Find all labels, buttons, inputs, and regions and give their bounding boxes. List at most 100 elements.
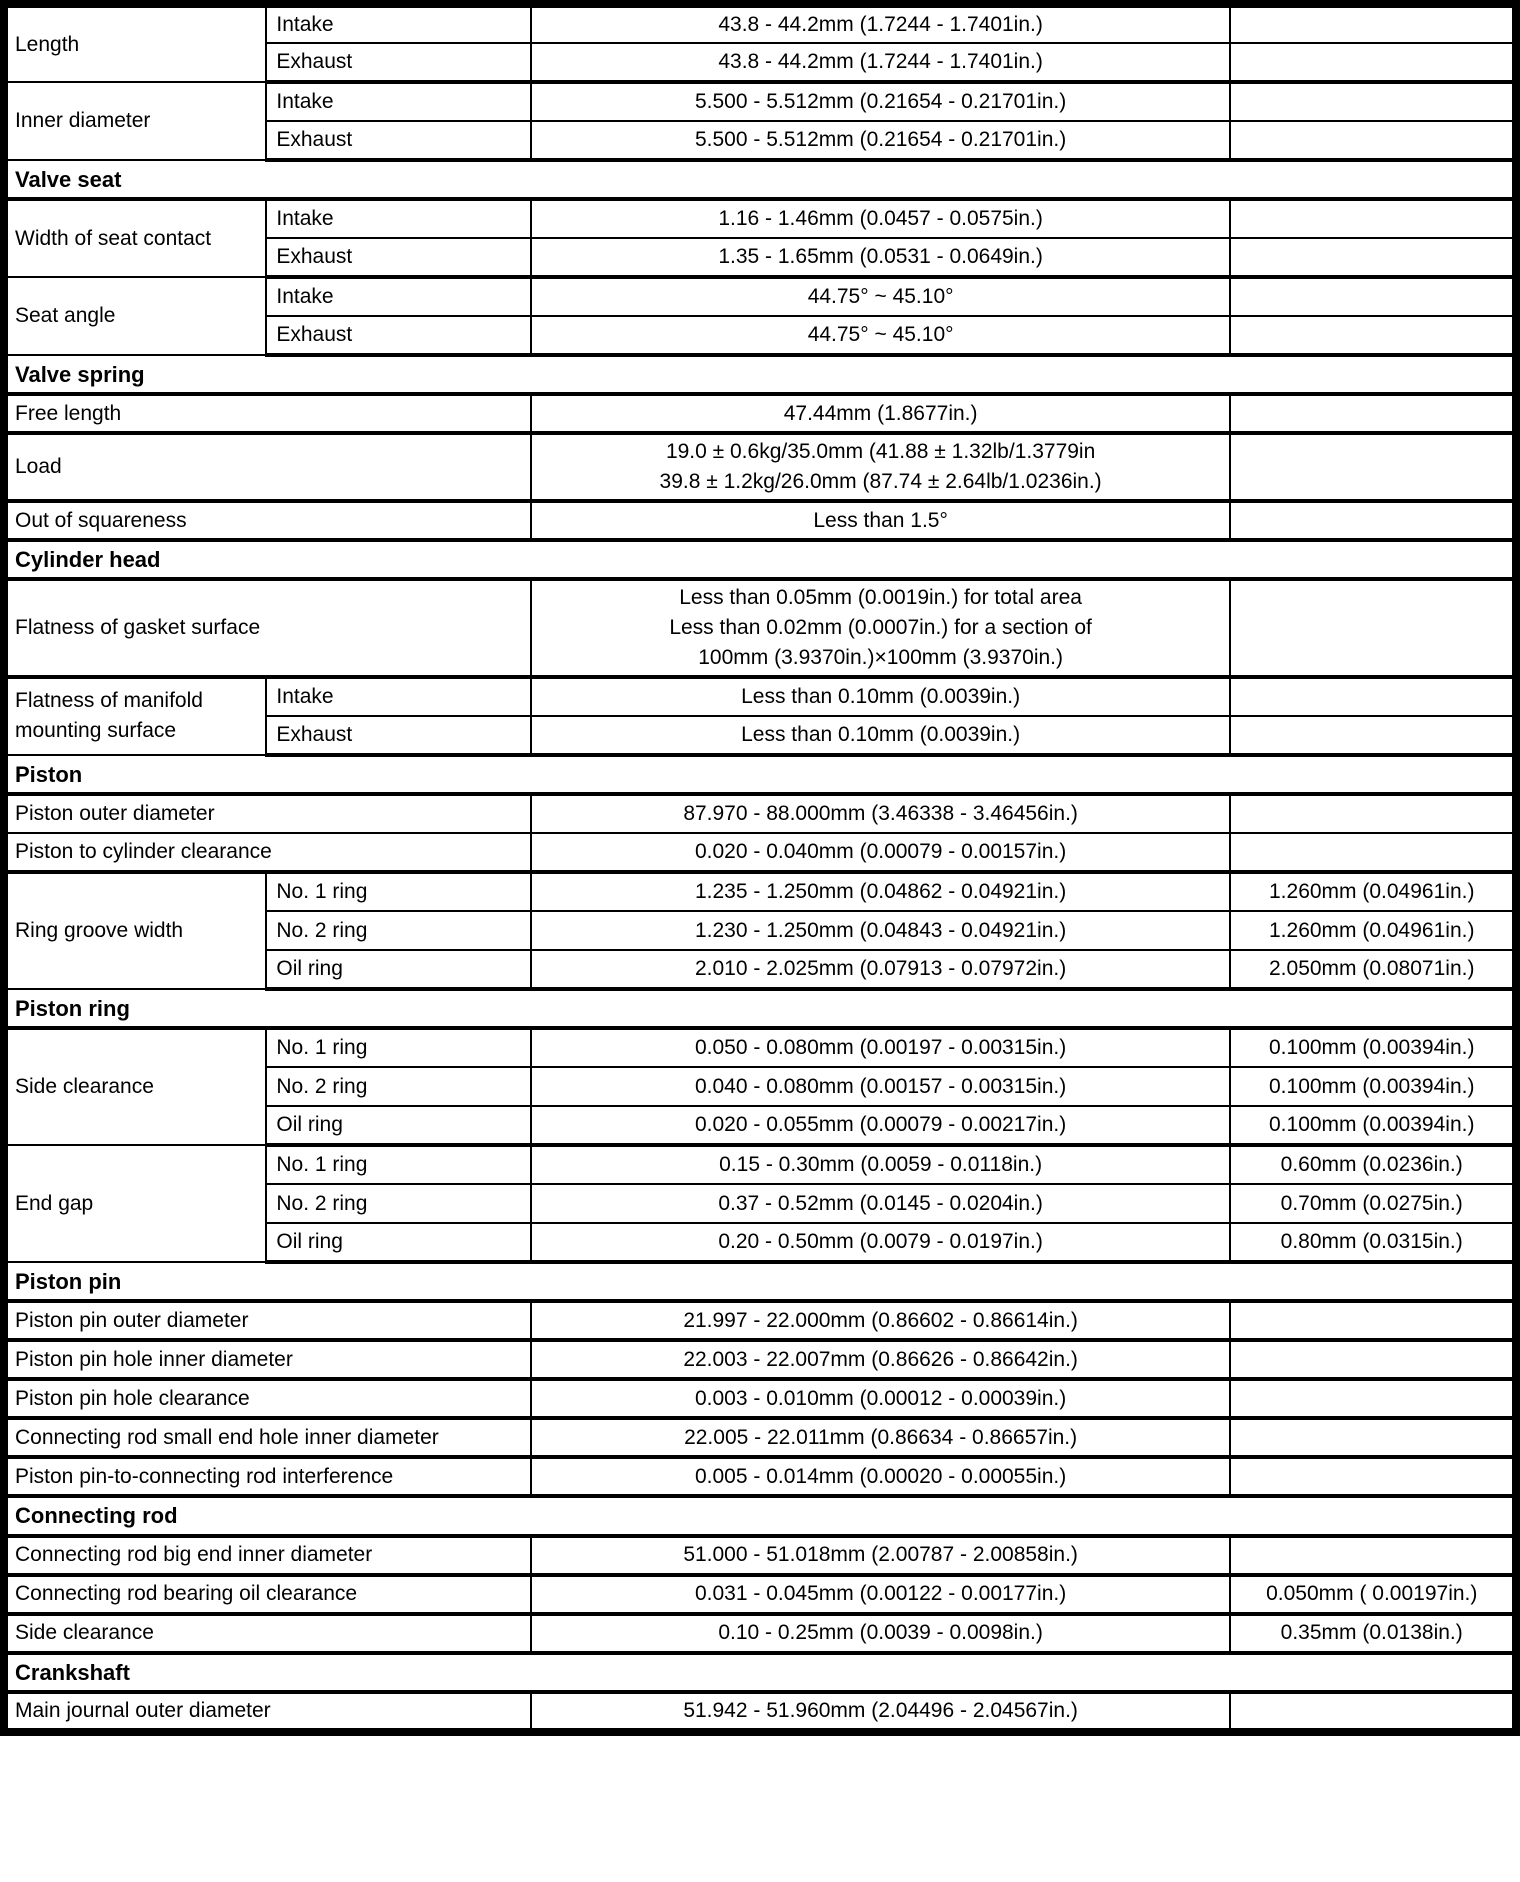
spec-standard-value-cell: 22.003 - 22.007mm (0.86626 - 0.86642in.) (530, 1340, 1232, 1382)
spec-subitem-cell: Exhaust (266, 316, 532, 358)
spec-standard-value-cell: Less than 1.5° (530, 501, 1232, 543)
table-row: Main journal outer diameter 51.942 - 51.9… (4, 1691, 1516, 1733)
spec-limit-cell (1230, 715, 1516, 757)
section-header-cell: Crankshaft (4, 1652, 1516, 1694)
spec-subitem-cell: Oil ring (266, 950, 532, 991)
section-row: Valve seat (4, 160, 1516, 202)
spec-item-cell: Flatness of manifold mounting surface (4, 676, 268, 756)
table-row: Free length 47.44mm (1.8677in.) (4, 394, 1516, 436)
spec-limit-cell (1230, 501, 1516, 543)
table-row: No. 2 ring 0.040 - 0.080mm (0.00157 - 0.0… (4, 1067, 1516, 1108)
spec-standard-value-cell: 1.35 - 1.65mm (0.0531 - 0.0649in.) (530, 238, 1232, 280)
spec-standard-value-cell: 0.10 - 0.25mm (0.0039 - 0.0098in.) (530, 1613, 1232, 1655)
table-row: Ring groove width No. 1 ring 1.235 - 1.250… (4, 872, 1516, 990)
table-row: End gap No. 1 ring 0.15 - 0.30mm (0.0059 -… (4, 1145, 1516, 1264)
table-row: Connecting rod big end inner diameter 51.… (4, 1535, 1516, 1577)
spec-subitem-cell: Intake (266, 676, 532, 717)
spec-subitem-cell: No. 2 ring (266, 911, 532, 951)
section-header-cell: Cylinder head (4, 540, 1516, 582)
section-header-cell: Piston (4, 754, 1516, 797)
spec-limit-cell (1230, 433, 1516, 504)
spec-standard-value-cell: 5.500 - 5.512mm (0.21654 - 0.21701in.) (530, 121, 1232, 162)
spec-subitem-cell: No. 2 ring (266, 1184, 532, 1225)
section-header-cell: Connecting rod (4, 1496, 1516, 1538)
spec-limit-cell (1230, 43, 1516, 84)
spec-standard-value-cell: 87.970 - 88.000mm (3.46338 - 3.46456in.) (530, 794, 1232, 834)
spec-item-cell: Piston pin-to-connecting rod interferenc… (4, 1457, 532, 1499)
spec-limit-cell: 0.60mm (0.0236in.) (1230, 1145, 1516, 1186)
spec-standard-value-cell: 0.020 - 0.055mm (0.00079 - 0.00217in.) (530, 1106, 1232, 1148)
table-row: Exhaust Less than 0.10mm (0.0039in.) (4, 715, 1516, 757)
table-row: Side clearance 0.10 - 0.25mm (0.0039 - 0.… (4, 1613, 1516, 1655)
spec-limit-cell: 0.100mm (0.00394in.) (1230, 1067, 1516, 1108)
spec-standard-value-cell: 19.0 ± 0.6kg/35.0mm (41.88 ± 1.32lb/1.37… (530, 433, 1232, 504)
table-row: Oil ring 0.20 - 0.50mm (0.0079 - 0.0197in… (4, 1223, 1516, 1265)
table-row: Piston pin-to-connecting rod interferenc… (4, 1457, 1516, 1499)
spec-item-cell: Piston pin outer diameter (4, 1301, 532, 1343)
spec-limit-cell (1230, 316, 1516, 358)
spec-subitem-cell: Exhaust (266, 43, 532, 84)
spec-subitem-cell: Oil ring (266, 1106, 532, 1148)
spec-standard-value-cell: 0.003 - 0.010mm (0.00012 - 0.00039in.) (530, 1379, 1232, 1421)
spec-item-cell: Piston to cylinder clearance (4, 833, 532, 874)
spec-limit-cell (1230, 199, 1516, 240)
spec-limit-cell (1230, 1340, 1516, 1382)
section-row: Piston ring (4, 989, 1516, 1031)
spec-item-cell: Out of squareness (4, 501, 532, 543)
spec-standard-value-cell: Less than 0.10mm (0.0039in.) (530, 676, 1232, 717)
spec-item-cell: Length (4, 4, 268, 83)
spec-limit-cell (1230, 1418, 1516, 1460)
spec-limit-cell (1230, 4, 1516, 44)
spec-item-cell: Seat angle (4, 277, 268, 357)
specs-table-body: Length Intake 43.8 - 44.2mm (1.7244 - 1.74… (4, 4, 1516, 1733)
spec-standard-value-cell: 2.010 - 2.025mm (0.07913 - 0.07972in.) (530, 950, 1232, 991)
spec-subitem-cell: Exhaust (266, 121, 532, 162)
spec-item-cell: End gap (4, 1145, 268, 1264)
table-row: Piston outer diameter 87.970 - 88.000mm (… (4, 794, 1516, 834)
spec-standard-value-cell: Less than 0.10mm (0.0039in.) (530, 715, 1232, 757)
spec-item-cell: Width of seat contact (4, 199, 268, 279)
spec-standard-value-cell: 1.230 - 1.250mm (0.04843 - 0.04921in.) (530, 911, 1232, 951)
spec-item-cell: Connecting rod big end inner diameter (4, 1535, 532, 1577)
spec-standard-value-cell: 0.15 - 0.30mm (0.0059 - 0.0118in.) (530, 1145, 1232, 1186)
spec-item-cell: Ring groove width (4, 872, 268, 990)
specs-table: Length Intake 43.8 - 44.2mm (1.7244 - 1.74… (0, 0, 1520, 1736)
spec-limit-cell (1230, 1379, 1516, 1421)
spec-standard-value-cell: 0.031 - 0.045mm (0.00122 - 0.00177in.) (530, 1574, 1232, 1616)
spec-standard-value-cell: 0.040 - 0.080mm (0.00157 - 0.00315in.) (530, 1067, 1232, 1108)
spec-standard-value-cell: 21.997 - 22.000mm (0.86602 - 0.86614in.) (530, 1301, 1232, 1343)
spec-standard-value-cell: 22.005 - 22.011mm (0.86634 - 0.86657in.) (530, 1418, 1232, 1460)
spec-standard-value-cell: 0.37 - 0.52mm (0.0145 - 0.0204in.) (530, 1184, 1232, 1225)
table-row: Width of seat contact Intake 1.16 - 1.46mm… (4, 199, 1516, 279)
spec-limit-cell: 0.050mm ( 0.00197in.) (1230, 1574, 1516, 1616)
spec-limit-cell (1230, 1301, 1516, 1343)
section-row: Piston (4, 754, 1516, 797)
spec-limit-cell (1230, 676, 1516, 717)
section-row: Crankshaft (4, 1652, 1516, 1694)
table-row: No. 2 ring 0.37 - 0.52mm (0.0145 - 0.0204… (4, 1184, 1516, 1225)
table-row: Exhaust 44.75° ~ 45.10° (4, 316, 1516, 358)
spec-limit-cell (1230, 82, 1516, 122)
spec-limit-cell: 2.050mm (0.08071in.) (1230, 950, 1516, 991)
spec-standard-value-cell: 1.16 - 1.46mm (0.0457 - 0.0575in.) (530, 199, 1232, 240)
spec-limit-cell (1230, 121, 1516, 162)
table-row: Oil ring 2.010 - 2.025mm (0.07913 - 0.079… (4, 950, 1516, 991)
table-row: Connecting rod small end hole inner diam… (4, 1418, 1516, 1460)
value-line: 19.0 ± 0.6kg/35.0mm (41.88 ± 1.32lb/1.37… (665, 440, 1096, 464)
section-header-cell: Piston ring (4, 989, 1516, 1031)
table-row: Seat angle Intake 44.75° ~ 45.10° (4, 277, 1516, 357)
section-row: Connecting rod (4, 1496, 1516, 1538)
spec-limit-cell (1230, 794, 1516, 834)
spec-limit-cell: 1.260mm (0.04961in.) (1230, 911, 1516, 951)
spec-item-cell: Free length (4, 394, 532, 436)
table-row: No. 2 ring 1.230 - 1.250mm (0.04843 - 0.0… (4, 911, 1516, 951)
table-row: Piston pin outer diameter 21.997 - 22.000… (4, 1301, 1516, 1343)
spec-limit-cell: 0.70mm (0.0275in.) (1230, 1184, 1516, 1225)
value-line: 100mm (3.9370in.)×100mm (3.9370in.) (698, 645, 1063, 669)
spec-limit-cell (1230, 238, 1516, 280)
value-line: 39.8 ± 1.2kg/26.0mm (87.74 ± 2.64lb/1.02… (659, 470, 1102, 494)
section-header-cell: Valve seat (4, 160, 1516, 202)
spec-item-cell: Main journal outer diameter (4, 1691, 532, 1733)
section-row: Valve spring (4, 355, 1516, 397)
spec-limit-cell: 0.100mm (0.00394in.) (1230, 1028, 1516, 1069)
